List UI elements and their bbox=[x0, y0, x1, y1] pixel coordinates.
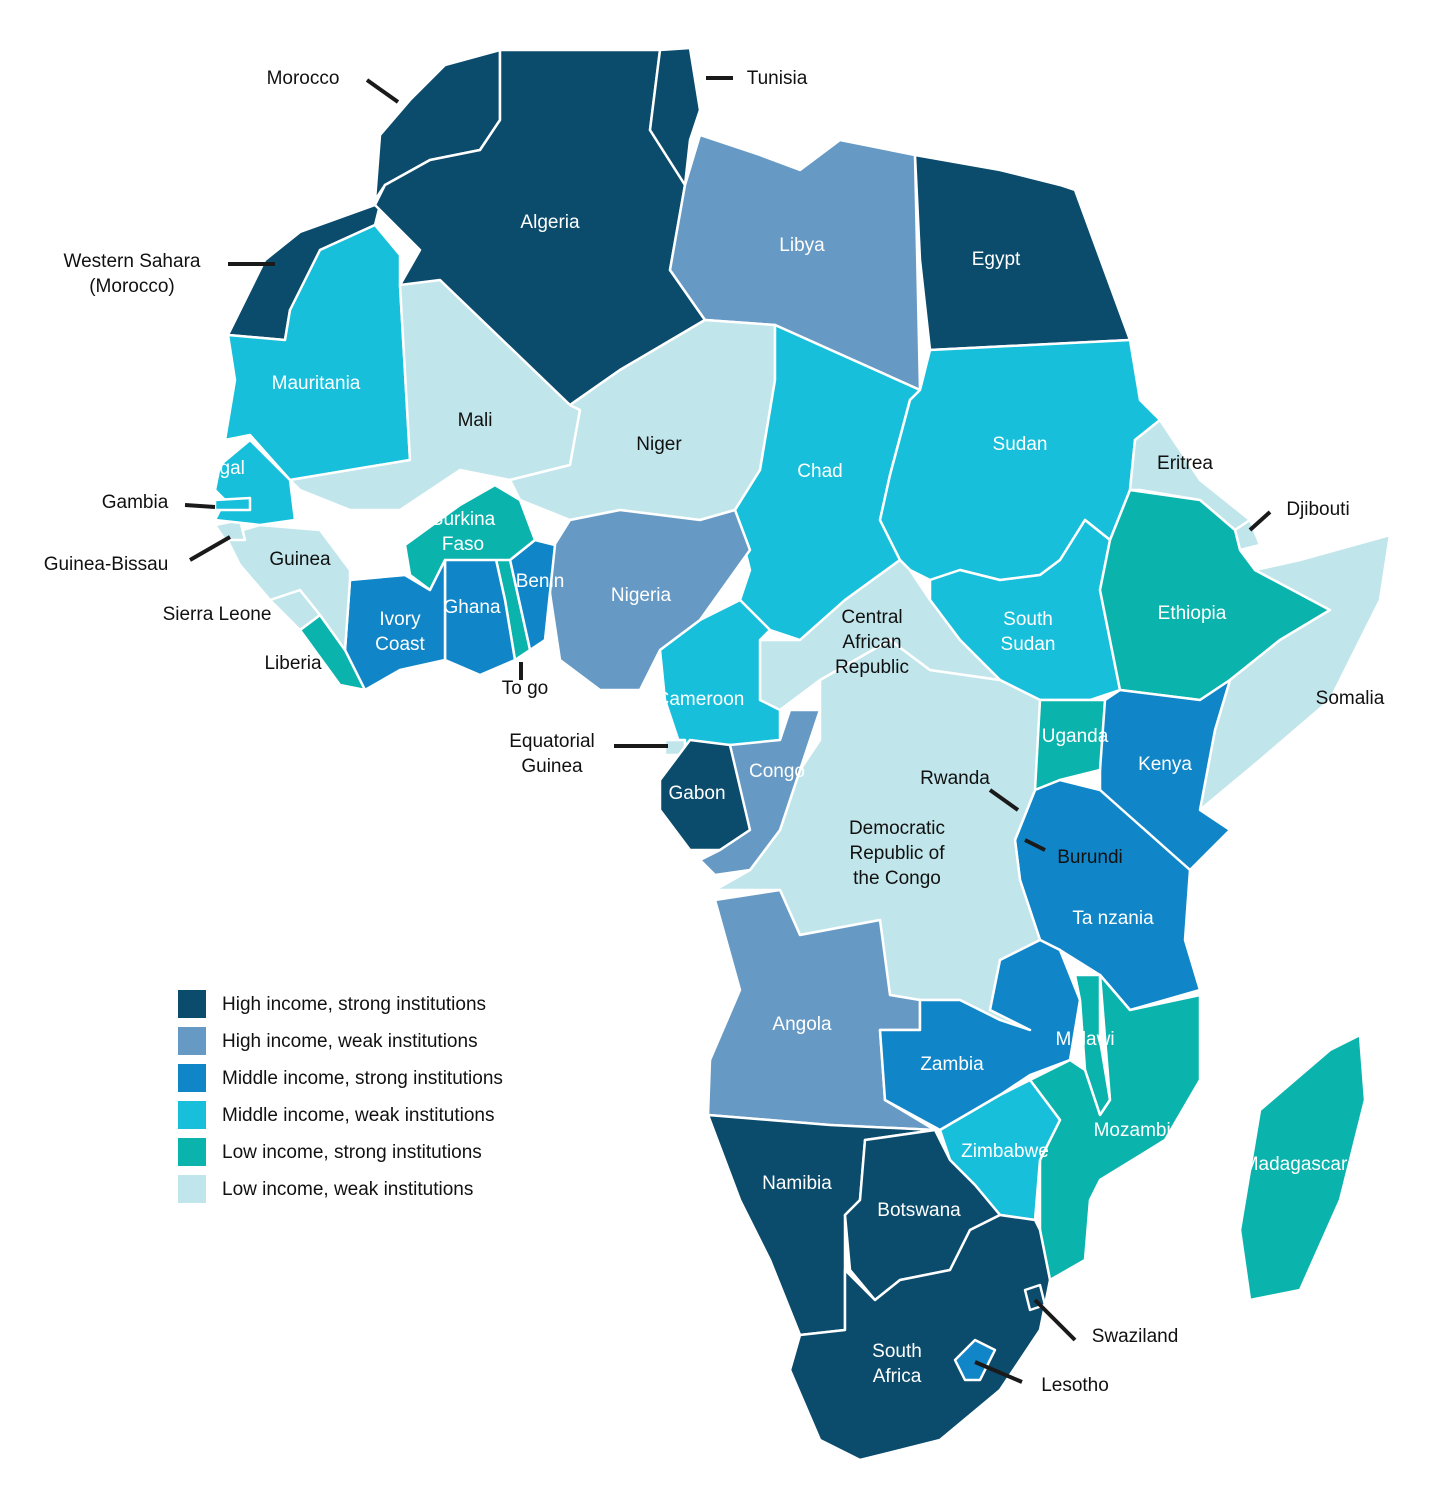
country-label: Faso bbox=[442, 534, 484, 555]
country-label: Sudan bbox=[993, 434, 1048, 455]
country-label: Mali bbox=[458, 410, 493, 431]
country-label: Egypt bbox=[972, 249, 1021, 270]
country-label: Equatorial bbox=[509, 731, 595, 752]
legend-label: Low income, weak institutions bbox=[222, 1179, 473, 1200]
country-label: Kenya bbox=[1138, 754, 1192, 775]
country bbox=[223, 523, 352, 652]
country bbox=[698, 708, 822, 877]
legend-label: Middle income, strong institutions bbox=[222, 1068, 503, 1089]
country-label: Eritrea bbox=[1157, 453, 1213, 474]
leader-line bbox=[988, 788, 1020, 812]
country-label: African bbox=[842, 632, 901, 653]
country-label: Guinea-Bissau bbox=[44, 554, 169, 575]
country bbox=[648, 46, 702, 187]
leader-line bbox=[1248, 510, 1272, 532]
country-label: Guinea bbox=[269, 549, 331, 570]
leader-line bbox=[184, 503, 216, 509]
country-label: South bbox=[872, 1341, 922, 1362]
country bbox=[953, 1338, 997, 1382]
legend-label: High income, strong institutions bbox=[222, 994, 486, 1015]
country-label: Tunisia bbox=[747, 68, 808, 89]
country-label: (Morocco) bbox=[89, 276, 175, 297]
country-label: Republic of bbox=[849, 843, 945, 864]
country-label: Madagascar bbox=[1243, 1154, 1348, 1175]
legend-swatch bbox=[178, 1064, 206, 1092]
country-label: Malawi bbox=[1055, 1029, 1114, 1050]
legend-label: Low income, strong institutions bbox=[222, 1142, 482, 1163]
legend: High income, strong institutions High inc… bbox=[178, 990, 503, 1203]
country-label: Somalia bbox=[1316, 688, 1385, 709]
country-label: Liberia bbox=[264, 653, 321, 674]
country-label: Uganda bbox=[1042, 726, 1109, 747]
legend-swatch bbox=[178, 1101, 206, 1129]
country-label: Botswana bbox=[877, 1200, 961, 1221]
legend-swatch bbox=[178, 1175, 206, 1203]
country-label: Gambia bbox=[102, 492, 169, 513]
country-label: Algeria bbox=[520, 212, 580, 233]
country-label: Senegal bbox=[175, 458, 245, 479]
country bbox=[758, 558, 1002, 712]
country-label: Angola bbox=[772, 1014, 832, 1035]
country bbox=[403, 483, 537, 592]
country-label: Lesotho bbox=[1041, 1375, 1109, 1396]
country-label: Mozambique bbox=[1094, 1120, 1203, 1141]
country bbox=[1198, 533, 1392, 812]
country-label: Zimbabwe bbox=[961, 1141, 1049, 1162]
country bbox=[788, 1213, 1052, 1462]
country-label: Africa bbox=[873, 1366, 922, 1387]
country-label: Djibouti bbox=[1286, 499, 1349, 520]
country-label: Guinea bbox=[521, 756, 583, 777]
country-labels: Morocco Western Sahara (Morocco) Algeria Tun… bbox=[44, 68, 1385, 1396]
country-label: Mauritania bbox=[272, 373, 361, 394]
legend-swatch bbox=[178, 1027, 206, 1055]
legend-label: Middle income, weak institutions bbox=[222, 1105, 494, 1126]
country-label: Cameroon bbox=[656, 689, 745, 710]
legend-swatch bbox=[178, 990, 206, 1018]
country-label: Swaziland bbox=[1092, 1326, 1179, 1347]
country-label: Benin bbox=[516, 571, 565, 592]
country-label: Gabon bbox=[668, 783, 725, 804]
country-label: Sierra Leone bbox=[163, 604, 272, 625]
country-label: To go bbox=[502, 678, 548, 699]
leader-line bbox=[974, 1360, 1023, 1384]
country-label: Burkina bbox=[431, 509, 496, 530]
country-label: Congo bbox=[749, 761, 805, 782]
legend-label: High income, weak institutions bbox=[222, 1031, 478, 1052]
country-label: Namibia bbox=[762, 1173, 832, 1194]
country-label: Western Sahara bbox=[64, 251, 201, 272]
country bbox=[658, 598, 782, 747]
country bbox=[913, 153, 1132, 352]
country-label: Niger bbox=[636, 434, 682, 455]
leader-line bbox=[189, 535, 231, 562]
country-label: South bbox=[1003, 609, 1053, 630]
country bbox=[543, 508, 752, 692]
country bbox=[1238, 1033, 1367, 1302]
country-label: Ta nzania bbox=[1072, 908, 1154, 929]
country-label: Ghana bbox=[443, 597, 500, 618]
country-label: Libya bbox=[779, 235, 825, 256]
country-label: Central bbox=[841, 607, 902, 628]
country-label: Coast bbox=[375, 634, 425, 655]
legend-swatch bbox=[178, 1138, 206, 1166]
country bbox=[213, 496, 252, 512]
country-label: Ethiopia bbox=[1158, 603, 1227, 624]
country-label: Chad bbox=[797, 461, 842, 482]
country-label: the Congo bbox=[853, 868, 941, 889]
country-label: Rwanda bbox=[920, 768, 990, 789]
leader-line bbox=[365, 78, 400, 104]
country-label: Zambia bbox=[920, 1054, 984, 1075]
country-label: Sudan bbox=[1001, 634, 1056, 655]
country-label: Democratic bbox=[849, 818, 945, 839]
leader-line bbox=[1033, 1298, 1077, 1342]
country-label: Republic bbox=[835, 657, 909, 678]
leader-line bbox=[1024, 838, 1046, 852]
countries bbox=[213, 46, 1392, 1462]
country-label: Ivory bbox=[379, 609, 421, 630]
country-label: Morocco bbox=[267, 68, 340, 89]
country-label: Burundi bbox=[1057, 847, 1123, 868]
country-label: Nigeria bbox=[611, 585, 672, 606]
